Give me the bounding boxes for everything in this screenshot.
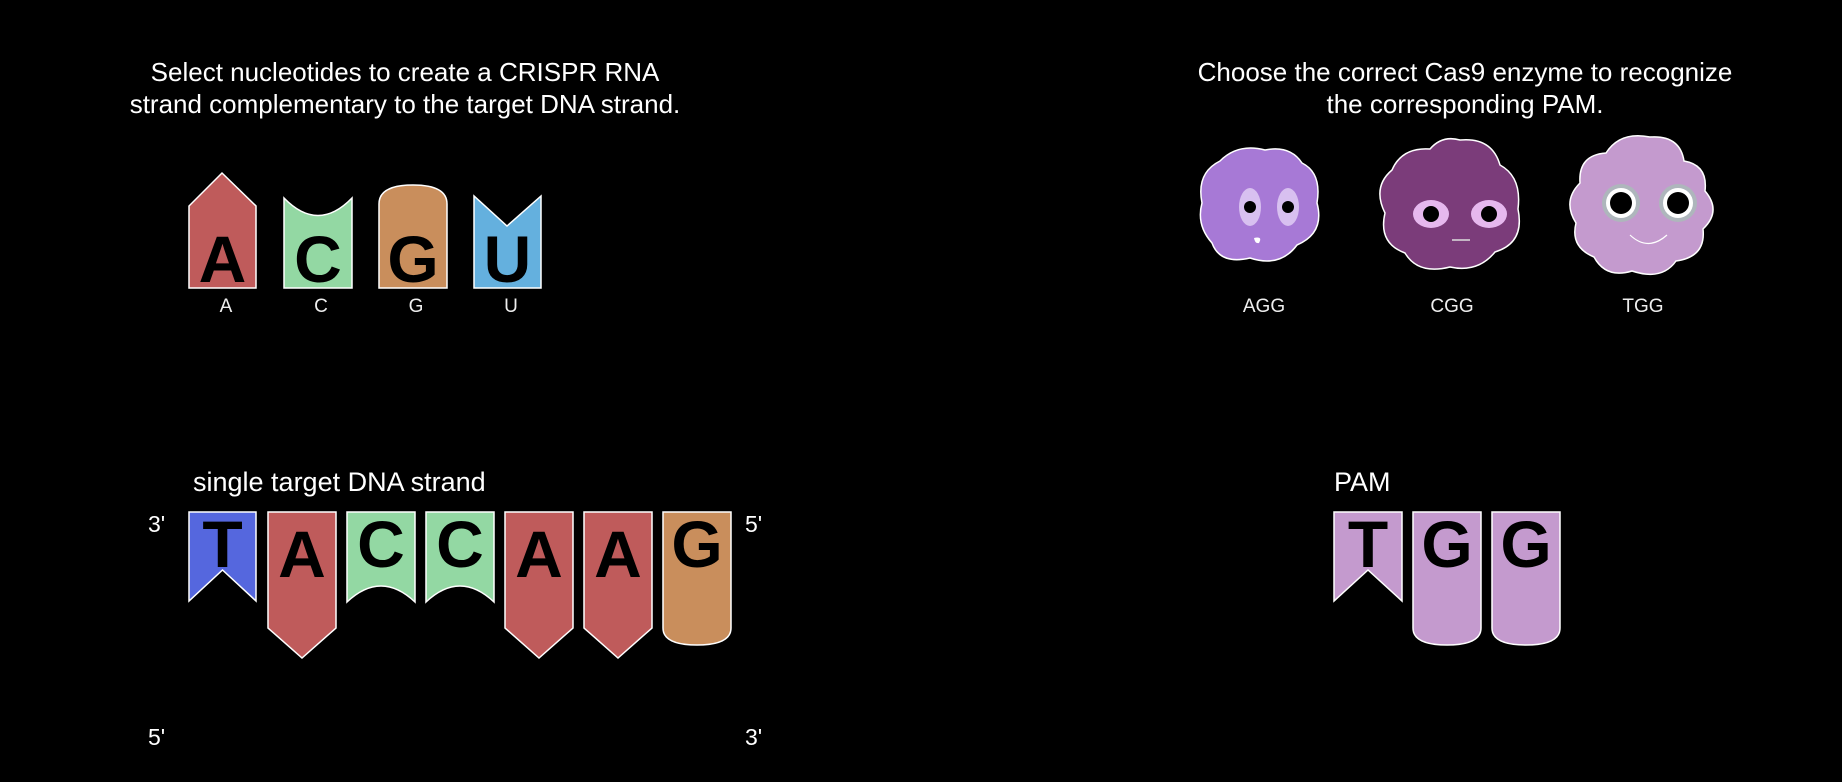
nucleotide-A-button[interactable]: A <box>188 171 257 290</box>
pam-base: G <box>1491 507 1561 646</box>
cas9-tgg-eye-right-pupil <box>1667 192 1689 214</box>
dna-end-right-bottom: 3' <box>745 724 763 750</box>
nucleotide-C-label: C <box>314 296 328 317</box>
dna-base: T <box>188 507 257 603</box>
rna-instructions-line-2: strand complementary to the target DNA s… <box>129 89 681 119</box>
pam-strand: T G G <box>1333 507 1561 646</box>
cas9-cgg-label: CGG <box>1430 296 1474 317</box>
cas9-cgg-body <box>1379 137 1520 270</box>
cas9-agg-eye-left-pupil <box>1244 201 1256 213</box>
nucleotide-A-letter: A <box>199 222 247 290</box>
nucleotide-U-letter: U <box>484 222 532 290</box>
cas9-tgg-body <box>1569 135 1714 276</box>
nucleotide-U-shape <box>473 194 542 289</box>
nucleotide-A-shape <box>188 171 257 289</box>
pam-base-letter: T <box>1348 507 1388 581</box>
dna-base-shape <box>346 511 416 604</box>
dna-base-shape <box>583 511 653 660</box>
nucleotide-G-letter: G <box>387 222 438 290</box>
cas9-agg-mouth <box>1254 237 1261 244</box>
dna-end-right-top: 5' <box>745 511 763 537</box>
dna-base-letter: A <box>278 517 326 591</box>
nucleotide-U-button[interactable]: U <box>473 194 542 290</box>
nucleotide-C-letter: C <box>294 222 342 290</box>
cas9-tgg-eye-left-pupil <box>1610 192 1632 214</box>
dna-base-letter: G <box>671 507 722 581</box>
cas9-tgg-label: TGG <box>1622 296 1664 317</box>
nucleotide-palette: A C G U <box>188 171 542 290</box>
nucleotide-A-label: A <box>219 296 233 317</box>
cas9-instructions: Choose the correct Cas9 enzyme to recogn… <box>1140 56 1790 120</box>
dna-base-letter: A <box>515 517 563 591</box>
cas9-enzyme-tgg-button[interactable] <box>1569 135 1714 276</box>
dna-end-left-bottom: 5' <box>148 724 166 750</box>
dna-strand-heading: single target DNA strand <box>193 467 486 497</box>
rna-instructions-line-1: Select nucleotides to create a CRISPR RN… <box>150 57 660 87</box>
pam-base-shape <box>1333 511 1403 603</box>
cas9-enzymes <box>1199 135 1714 276</box>
dna-base-letter: C <box>357 507 405 581</box>
pam-base-shape <box>1412 511 1482 646</box>
cas9-agg-label: AGG <box>1242 296 1286 317</box>
cas9-instructions-line-1: Choose the correct Cas9 enzyme to recogn… <box>1197 57 1733 87</box>
dna-end-left-top: 3' <box>148 511 166 537</box>
dna-base-shape <box>267 511 337 660</box>
dna-base-letter: A <box>594 517 642 591</box>
dna-base-shape <box>504 511 574 660</box>
dna-base-letter: T <box>202 507 242 581</box>
cas9-instructions-line-2: the corresponding PAM. <box>1326 89 1604 119</box>
nucleotide-C-button[interactable]: C <box>283 196 353 290</box>
dna-base: A <box>267 511 337 660</box>
dna-base-shape <box>188 511 257 603</box>
dna-strand: T A C C A A G <box>188 507 732 660</box>
nucleotide-G-label: G <box>408 296 424 317</box>
dna-base: C <box>346 507 416 604</box>
nucleotide-U-label: U <box>504 296 518 317</box>
pam-base: T <box>1333 507 1403 603</box>
cas9-enzyme-cgg-button[interactable] <box>1379 137 1520 270</box>
cas9-cgg-eye-right-pupil <box>1481 206 1497 222</box>
dna-base-shape <box>662 511 732 646</box>
cas9-tgg-mouth <box>1629 234 1668 245</box>
nucleotide-G-shape <box>378 184 448 289</box>
nucleotide-C-shape <box>283 196 353 289</box>
cas9-agg-eye-right-pupil <box>1282 201 1294 213</box>
dna-base: C <box>425 507 495 604</box>
nucleotide-G-button[interactable]: G <box>378 184 448 290</box>
pam-heading: PAM <box>1334 467 1391 497</box>
pam-base-shape <box>1491 511 1561 646</box>
dna-base-shape <box>425 511 495 604</box>
pam-base-letter: G <box>1500 507 1551 581</box>
pam-base-letter: G <box>1421 507 1472 581</box>
dna-base-letter: C <box>436 507 484 581</box>
dna-base: G <box>662 507 732 646</box>
pam-base: G <box>1412 507 1482 646</box>
cas9-enzyme-agg-button[interactable] <box>1199 147 1320 262</box>
cas9-cgg-eye-left-pupil <box>1423 206 1439 222</box>
dna-base: A <box>583 511 653 660</box>
rna-instructions: Select nucleotides to create a CRISPR RN… <box>75 56 735 120</box>
dna-base: A <box>504 511 574 660</box>
